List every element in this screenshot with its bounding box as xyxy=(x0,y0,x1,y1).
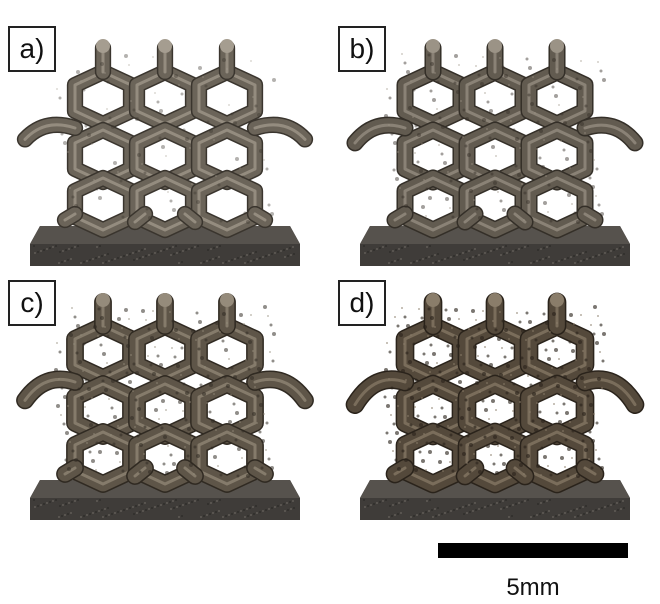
panel-b: b) xyxy=(330,8,660,270)
panel-a: a) xyxy=(0,8,330,270)
lattice xyxy=(346,39,644,239)
scale-bar xyxy=(438,543,628,558)
lattice-sample-a xyxy=(16,39,314,266)
panel-label-d: d) xyxy=(338,280,386,326)
panel-label-b: b) xyxy=(338,26,386,72)
lattice-sample-b xyxy=(346,39,644,266)
lattice-sample-c xyxy=(16,293,314,520)
panel-label-a: a) xyxy=(8,26,56,72)
panel-c: c) xyxy=(0,262,330,524)
panel-d: d) xyxy=(330,262,660,524)
scale-bar-label: 5mm xyxy=(506,574,560,601)
lattice xyxy=(345,292,645,494)
lattice xyxy=(16,293,314,493)
lattice xyxy=(16,39,314,239)
panel-label-c: c) xyxy=(8,280,56,326)
lattice-sample-d xyxy=(345,292,645,520)
